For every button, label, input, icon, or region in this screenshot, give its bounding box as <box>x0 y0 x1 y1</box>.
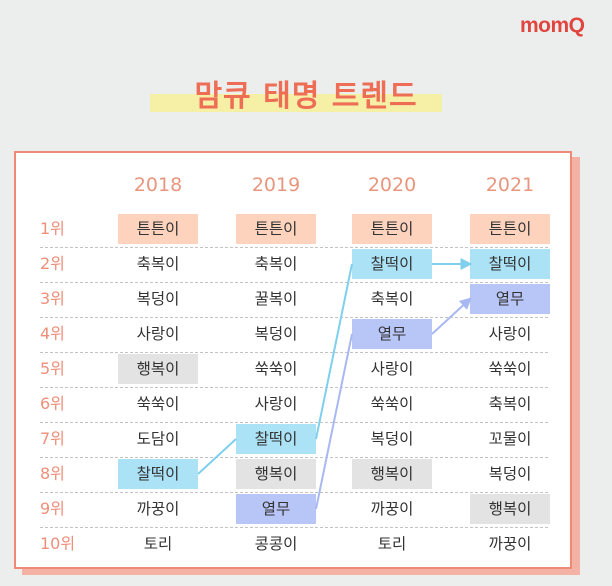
name-cell: 열무 <box>236 494 316 524</box>
name-cell: 찰떡이 <box>236 424 316 454</box>
rank-label: 5위 <box>40 359 65 378</box>
rank-label: 3위 <box>40 289 65 308</box>
name-cell: 쑥쑥이 <box>370 395 414 413</box>
row-divider <box>40 352 548 353</box>
name-cell: 튼튼이 <box>118 214 198 244</box>
row-divider <box>40 247 548 248</box>
row-divider <box>40 527 548 528</box>
name-cell: 축복이 <box>136 255 180 273</box>
trend-line-yeolmu <box>315 333 353 510</box>
year-header-2019: 2019 <box>251 174 301 196</box>
page-title: 맘큐 태명 트렌드 <box>194 79 418 114</box>
name-cell: 까꿍이 <box>488 535 532 553</box>
row-divider <box>40 282 548 283</box>
name-cell: 쑥쑥이 <box>488 360 532 378</box>
name-cell: 까꿍이 <box>136 500 180 518</box>
rank-label: 9위 <box>40 499 65 518</box>
name-cell: 콩콩이 <box>254 535 298 553</box>
name-cell: 찰떡이 <box>470 249 550 279</box>
name-cell: 열무 <box>352 319 432 349</box>
momq-logo: momQ <box>520 14 585 37</box>
row-divider <box>40 317 548 318</box>
name-cell: 복덩이 <box>488 465 532 483</box>
title-highlight <box>150 94 442 112</box>
name-cell: 튼튼이 <box>352 214 432 244</box>
rank-label: 2위 <box>40 254 65 273</box>
row-divider <box>40 492 548 493</box>
rank-label: 10위 <box>40 534 76 553</box>
name-cell: 축복이 <box>370 290 414 308</box>
rank-label: 8위 <box>40 464 65 483</box>
name-cell: 꿀복이 <box>254 290 298 308</box>
name-cell: 축복이 <box>254 255 298 273</box>
title-block: 맘큐 태명 트렌드 <box>0 78 612 118</box>
name-cell: 꼬물이 <box>488 430 532 448</box>
name-cell: 튼튼이 <box>236 214 316 244</box>
rank-label: 4위 <box>40 324 65 343</box>
rank-label: 7위 <box>40 429 65 448</box>
year-header-2020: 2020 <box>367 174 417 196</box>
name-cell: 행복이 <box>118 354 198 384</box>
name-cell: 열무 <box>470 284 550 314</box>
rank-label: 1위 <box>40 219 65 238</box>
rank-label: 6위 <box>40 394 65 413</box>
name-cell: 복덩이 <box>370 430 414 448</box>
name-cell: 사랑이 <box>370 360 414 378</box>
name-cell: 쑥쑥이 <box>136 395 180 413</box>
row-divider <box>40 387 548 388</box>
name-cell: 토리 <box>143 535 173 553</box>
name-cell: 행복이 <box>352 459 432 489</box>
name-cell: 복덩이 <box>136 290 180 308</box>
trend-line-yeolmu <box>431 297 472 335</box>
year-header-2021: 2021 <box>485 174 535 196</box>
name-cell: 도담이 <box>136 430 180 448</box>
name-cell: 사랑이 <box>254 395 298 413</box>
name-cell: 복덩이 <box>254 325 298 343</box>
name-cell: 사랑이 <box>488 325 532 343</box>
name-cell: 토리 <box>377 535 407 553</box>
name-cell: 행복이 <box>470 494 550 524</box>
name-cell: 찰떡이 <box>118 459 198 489</box>
year-header-2018: 2018 <box>133 174 183 196</box>
row-divider <box>40 422 548 423</box>
name-cell: 쑥쑥이 <box>254 360 298 378</box>
name-cell: 튼튼이 <box>470 214 550 244</box>
name-cell: 찰떡이 <box>352 249 432 279</box>
trend-line-chaltteok <box>197 438 237 475</box>
name-cell: 행복이 <box>236 459 316 489</box>
trend-line-chaltteok <box>315 263 353 440</box>
row-divider <box>40 457 548 458</box>
name-cell: 까꿍이 <box>370 500 414 518</box>
name-cell: 사랑이 <box>136 325 180 343</box>
name-cell: 축복이 <box>488 395 532 413</box>
